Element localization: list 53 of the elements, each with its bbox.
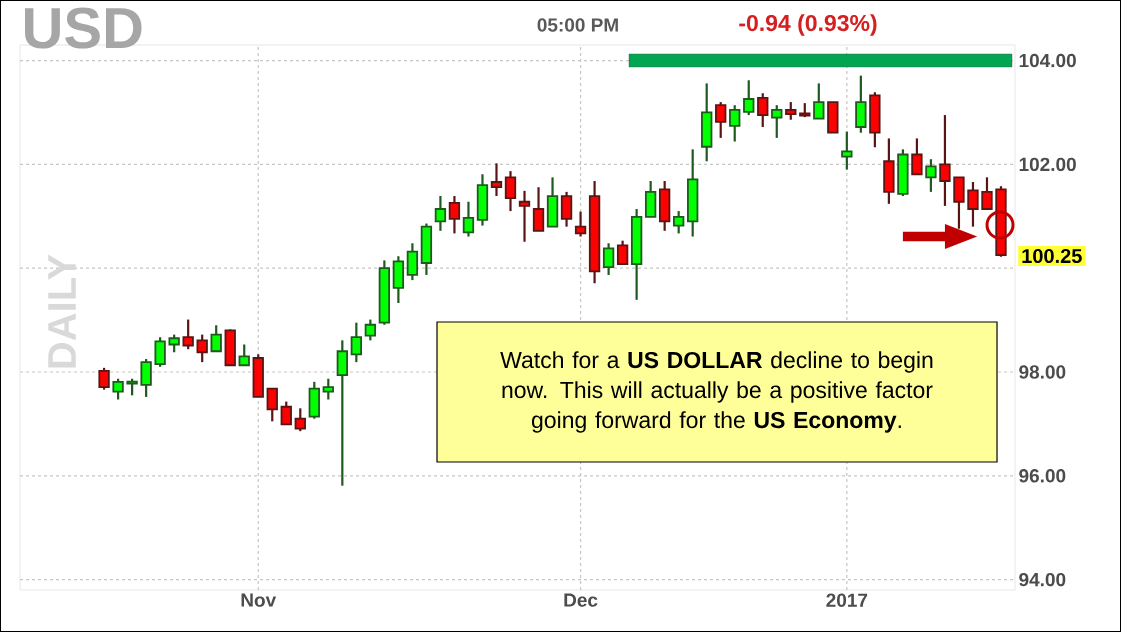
candlestick xyxy=(322,377,334,401)
candlestick xyxy=(448,194,461,235)
candlestick xyxy=(743,79,755,117)
candlestick xyxy=(266,387,278,423)
candlestick xyxy=(616,239,629,266)
y-tick-label: 96.00 xyxy=(1019,469,1066,483)
candlestick xyxy=(406,242,419,282)
candlestick xyxy=(434,194,447,232)
y-tick-label: 102.00 xyxy=(1019,157,1076,172)
candlestick xyxy=(602,242,615,277)
candlestick xyxy=(560,190,573,228)
text: 100.25 xyxy=(1022,248,1082,264)
candlestick xyxy=(238,343,250,367)
candlestick xyxy=(574,210,587,238)
candlestick xyxy=(462,200,475,238)
candlestick xyxy=(813,82,825,120)
candlestick xyxy=(504,170,517,213)
candlestick xyxy=(140,357,152,399)
x-tick-label: Dec xyxy=(564,593,598,607)
candlestick xyxy=(715,100,727,140)
candlestick xyxy=(532,186,545,232)
candlestick xyxy=(364,318,377,342)
x-tick-label: 2017 xyxy=(826,593,868,607)
x-tick-label: Nov xyxy=(241,593,277,607)
candlestick xyxy=(336,339,348,487)
candlestick xyxy=(925,158,937,193)
candlestick xyxy=(112,377,124,401)
chart-title: USD xyxy=(25,7,142,49)
y-tick-label: 104.00 xyxy=(1019,53,1076,68)
candlestick xyxy=(210,324,222,353)
candlestick xyxy=(98,366,110,391)
candlestick xyxy=(518,189,531,243)
candlestick xyxy=(841,130,853,171)
candlestick xyxy=(196,333,208,364)
candlestick xyxy=(911,137,923,176)
candlestick xyxy=(350,321,363,364)
candlestick xyxy=(280,400,292,426)
y-tick-label: 94.00 xyxy=(1019,572,1066,587)
candlestick xyxy=(967,180,979,228)
text: -0.94 (0.93%) xyxy=(739,14,877,36)
y-tick-label: 98.00 xyxy=(1019,365,1066,379)
candlestick xyxy=(729,104,741,143)
candlestick xyxy=(757,92,769,129)
text: 05:00 PM xyxy=(537,18,618,32)
annotation: Watch for a US DOLLAR decline to begin now. This will actually be a positive factor going forward for the US Economy. xyxy=(500,351,933,433)
candlestick xyxy=(981,176,993,211)
candlestick xyxy=(490,162,503,198)
candlestick xyxy=(939,113,951,207)
candlestick xyxy=(294,407,306,433)
candlestick xyxy=(771,104,783,140)
candlestick xyxy=(182,318,194,351)
candlestick xyxy=(154,336,166,368)
candlestick xyxy=(673,209,685,235)
